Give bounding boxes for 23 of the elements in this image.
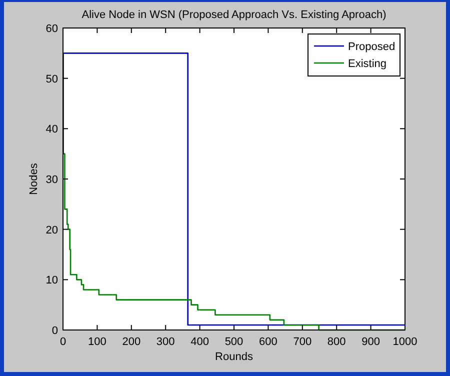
legend-label: Proposed — [348, 41, 396, 53]
x-tick-label: 600 — [259, 336, 278, 348]
y-axis-title: Nodes — [28, 162, 40, 195]
x-tick-label: 300 — [156, 336, 175, 348]
x-tick-label: 500 — [224, 336, 244, 348]
x-tick-label: 900 — [362, 336, 380, 348]
y-tick-label: 0 — [52, 325, 58, 337]
y-tick-label: 30 — [46, 174, 58, 186]
chart-title: Alive Node in WSN (Proposed Approach Vs. Existing Aproach) — [82, 9, 386, 21]
x-tick-label: 0 — [60, 336, 66, 348]
x-tick-label: 400 — [190, 336, 209, 348]
x-tick-label: 200 — [122, 336, 141, 348]
x-tick-label: 700 — [293, 336, 312, 348]
x-tick-label: 1000 — [392, 336, 418, 348]
y-tick-label: 10 — [46, 274, 58, 287]
y-tick-label: 60 — [46, 23, 58, 35]
x-axis-title: Rounds — [215, 351, 254, 363]
y-tick-label: 50 — [46, 73, 58, 86]
x-tick-label: 100 — [88, 336, 106, 348]
y-tick-label: 20 — [46, 224, 58, 236]
y-tick-label: 40 — [46, 124, 58, 136]
x-tick-label: 800 — [327, 336, 346, 348]
legend-label: Existing — [348, 58, 387, 70]
